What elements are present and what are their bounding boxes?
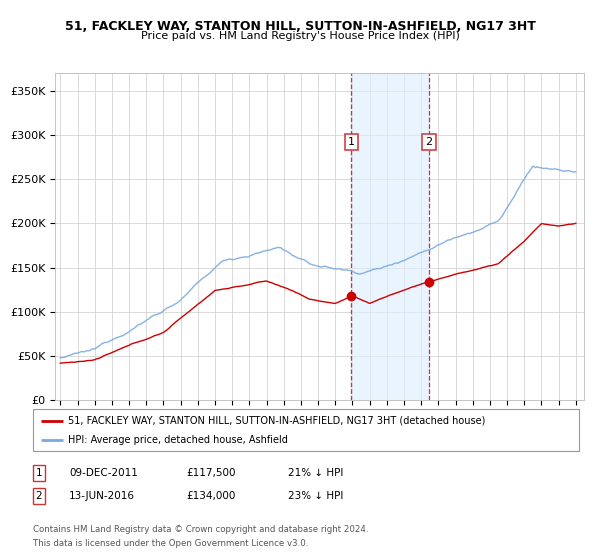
Text: 51, FACKLEY WAY, STANTON HILL, SUTTON-IN-ASHFIELD, NG17 3HT: 51, FACKLEY WAY, STANTON HILL, SUTTON-IN… bbox=[65, 20, 535, 33]
Text: Contains HM Land Registry data © Crown copyright and database right 2024.: Contains HM Land Registry data © Crown c… bbox=[33, 525, 368, 534]
Text: 23% ↓ HPI: 23% ↓ HPI bbox=[288, 491, 343, 501]
Text: £117,500: £117,500 bbox=[186, 468, 235, 478]
FancyBboxPatch shape bbox=[33, 409, 579, 451]
Text: 09-DEC-2011: 09-DEC-2011 bbox=[69, 468, 138, 478]
Text: 1: 1 bbox=[348, 137, 355, 147]
Text: This data is licensed under the Open Government Licence v3.0.: This data is licensed under the Open Gov… bbox=[33, 539, 308, 548]
Text: 2: 2 bbox=[35, 491, 43, 501]
Text: 21% ↓ HPI: 21% ↓ HPI bbox=[288, 468, 343, 478]
Text: £134,000: £134,000 bbox=[186, 491, 235, 501]
Text: 2: 2 bbox=[425, 137, 433, 147]
Text: 13-JUN-2016: 13-JUN-2016 bbox=[69, 491, 135, 501]
Text: 51, FACKLEY WAY, STANTON HILL, SUTTON-IN-ASHFIELD, NG17 3HT (detached house): 51, FACKLEY WAY, STANTON HILL, SUTTON-IN… bbox=[68, 416, 486, 426]
Text: HPI: Average price, detached house, Ashfield: HPI: Average price, detached house, Ashf… bbox=[68, 435, 289, 445]
Text: 1: 1 bbox=[35, 468, 43, 478]
Text: Price paid vs. HM Land Registry's House Price Index (HPI): Price paid vs. HM Land Registry's House … bbox=[140, 31, 460, 41]
